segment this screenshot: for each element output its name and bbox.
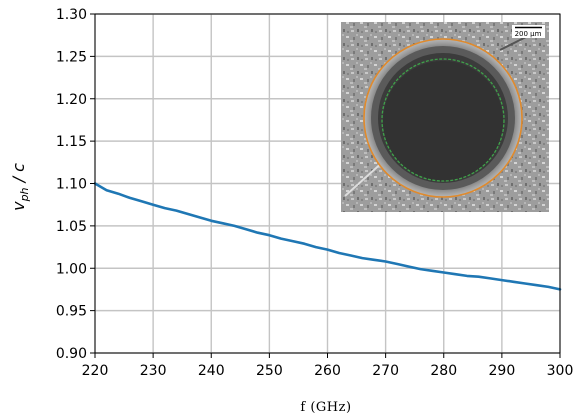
x-tick-label: 290	[489, 363, 516, 379]
axis-ticks	[90, 13, 561, 358]
x-tick-label: 260	[314, 363, 341, 379]
y-tick-label: 1.05	[56, 219, 87, 235]
x-tick-label: 250	[256, 363, 283, 379]
y-tick-label: 1.25	[56, 49, 87, 65]
x-axis-label: f (GHz)	[300, 400, 351, 415]
x-tick-labels: 220 230 240 250 260 270 280 290 300	[82, 363, 574, 379]
y-tick-label: 1.30	[56, 7, 87, 23]
y-axis-label: vph / c	[9, 163, 31, 211]
inset-inner-circle	[381, 58, 505, 182]
inset-micrograph: 200 µm	[341, 22, 549, 212]
y-tick-label: 0.95	[56, 304, 87, 320]
y-tick-label: 1.20	[56, 92, 87, 108]
y-tick-labels: 0.90 0.95 1.00 1.05 1.10 1.15 1.20 1.25 1.30	[56, 7, 87, 362]
x-tick-label: 230	[140, 363, 167, 379]
x-tick-label: 220	[82, 363, 109, 379]
x-tick-label: 300	[547, 363, 574, 379]
y-tick-label: 1.10	[56, 177, 87, 193]
series-line	[93, 182, 562, 291]
x-tick-label: 270	[372, 363, 399, 379]
inset-scalebar-label: 200 µm	[515, 30, 542, 38]
y-tick-label: 1.00	[56, 261, 87, 277]
y-tick-label: 0.90	[56, 346, 87, 362]
x-tick-label: 240	[198, 363, 225, 379]
x-tick-label: 280	[430, 363, 457, 379]
inset-outer-circle	[363, 38, 523, 198]
series	[93, 182, 562, 291]
y-tick-label: 1.15	[56, 134, 87, 150]
